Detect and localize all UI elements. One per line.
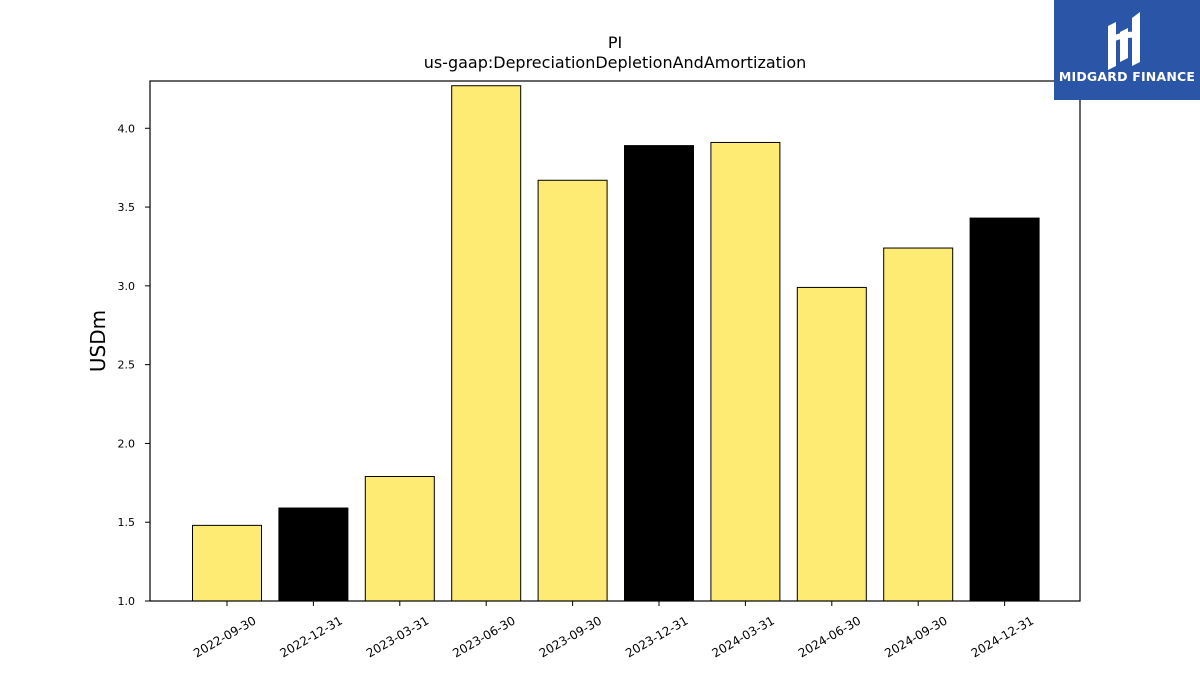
y-tick-label: 1.5	[118, 516, 136, 529]
y-tick-label: 4.0	[118, 122, 136, 135]
midgard-finance-logo: MIDGARD FINANCE	[1054, 0, 1200, 100]
y-tick-label: 3.5	[118, 201, 136, 214]
x-tick-label: 2022-12-31	[277, 613, 344, 660]
bar-2023-06-30	[451, 85, 522, 602]
bar-2022-09-30	[192, 524, 262, 602]
x-axis: 2022-09-30 2022-12-31 2023-03-31 2023-06-30…	[191, 601, 1036, 660]
x-tick-label: 2022-09-30	[191, 613, 258, 660]
chart-title: PI	[608, 33, 622, 52]
bar-2024-03-31	[710, 141, 781, 602]
y-tick-label: 3.0	[118, 280, 136, 293]
chart-subtitle: us-gaap:DepreciationDepletionAndAmortiza…	[424, 53, 807, 72]
plot-frame	[149, 80, 1081, 602]
logo-text: MIDGARD FINANCE	[1058, 69, 1196, 84]
y-tick-label: 1.0	[118, 595, 136, 608]
bars-group	[192, 85, 1040, 602]
x-tick-label: 2023-03-31	[364, 613, 431, 660]
y-tick-label: 2.5	[118, 359, 136, 372]
bar-2023-12-31	[624, 145, 694, 602]
y-axis: 1.0 1.5 2.0 2.5 3.0 3.5 4.0	[118, 122, 150, 608]
x-tick-label: 2024-06-30	[796, 613, 863, 660]
y-tick-label: 2.0	[118, 437, 136, 450]
x-tick-label: 2024-09-30	[882, 613, 949, 660]
bar-2022-12-31	[278, 507, 349, 602]
bar-2024-12-31	[969, 217, 1040, 602]
bar-2024-06-30	[796, 286, 867, 602]
y-axis-label: USDm	[86, 310, 110, 372]
x-tick-label: 2024-03-31	[709, 613, 776, 660]
x-tick-label: 2023-09-30	[537, 613, 604, 660]
x-tick-label: 2023-06-30	[450, 613, 517, 660]
bar-2023-03-31	[364, 476, 435, 602]
midgard-logo-icon	[1108, 12, 1140, 70]
bar-2024-09-30	[883, 247, 954, 602]
x-tick-label: 2023-12-31	[623, 613, 690, 660]
x-tick-label: 2024-12-31	[969, 613, 1036, 660]
bar-2023-09-30	[537, 179, 608, 602]
